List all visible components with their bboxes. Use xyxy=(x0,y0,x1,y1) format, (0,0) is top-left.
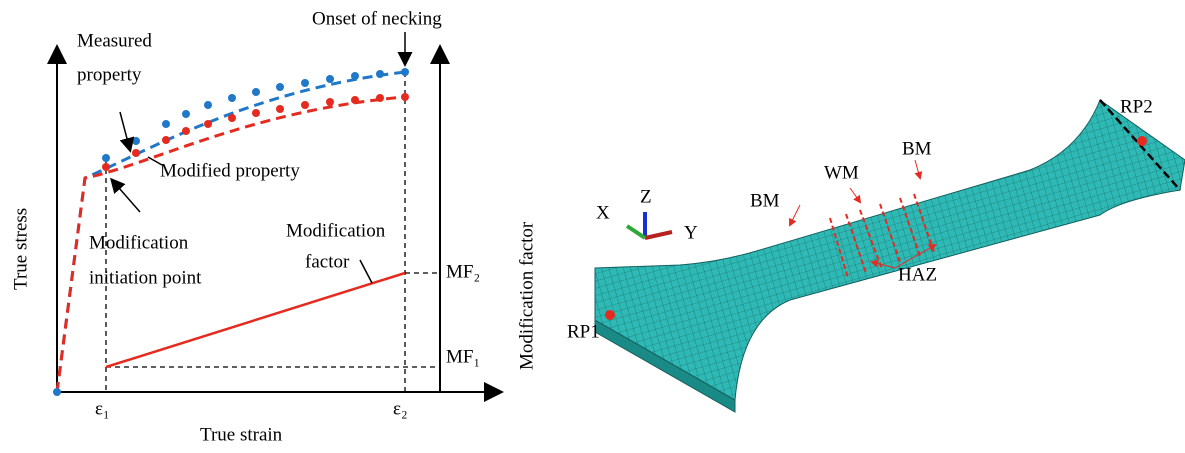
label: factor xyxy=(305,251,350,272)
label: BM xyxy=(902,138,932,159)
label: initiation point xyxy=(89,267,202,288)
modified-curve xyxy=(55,95,406,393)
label: ε₂ xyxy=(393,398,408,419)
label: Y xyxy=(684,222,698,243)
label: RP1 xyxy=(567,321,600,342)
label: property xyxy=(77,64,142,85)
label: Modified property xyxy=(160,160,300,181)
axis-title: Modification factor xyxy=(516,221,537,370)
label: MF₁ xyxy=(446,346,480,367)
label: Z xyxy=(640,186,652,207)
rp2-point xyxy=(1137,136,1147,146)
axis-title: True strain xyxy=(200,424,283,445)
label: HAZ xyxy=(898,264,937,285)
label: Modification xyxy=(89,232,189,253)
rp1-point xyxy=(605,310,615,320)
measured-arrow xyxy=(119,111,135,153)
triad xyxy=(625,212,673,240)
label: BM xyxy=(750,190,780,211)
label: Onset of necking xyxy=(312,8,442,29)
label: WM xyxy=(824,162,859,183)
label: X xyxy=(596,202,610,223)
measured-curve xyxy=(55,70,406,393)
guide-lines xyxy=(105,72,440,392)
modified-pointer xyxy=(147,156,163,166)
label: ε₁ xyxy=(95,398,110,419)
initiation-arrow xyxy=(110,177,141,213)
label: RP2 xyxy=(1120,96,1153,117)
specimen xyxy=(594,99,1185,401)
fe-model: Z X Y BM WM BM HAZ RP1 RP2 xyxy=(567,96,1185,413)
label: MF₂ xyxy=(446,261,480,282)
weld-zones xyxy=(829,193,935,279)
measured-points xyxy=(53,68,409,396)
factor-line xyxy=(105,271,406,369)
schematic: Onset of necking Measured property Modif… xyxy=(10,8,537,445)
axis-title: True stress xyxy=(10,208,31,290)
modified-points xyxy=(102,93,409,171)
factor-pointer xyxy=(359,259,373,284)
label: Modification xyxy=(286,220,386,241)
label: Measured xyxy=(77,30,152,51)
